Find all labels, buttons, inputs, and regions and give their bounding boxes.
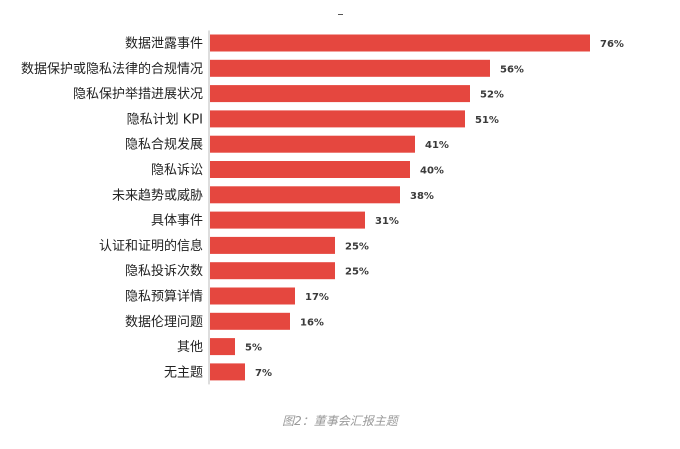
category-label: 隐私保护举措进展状况 — [73, 87, 203, 102]
bar — [210, 186, 400, 204]
category-label: 无主题 — [164, 365, 203, 380]
category-label: 隐私投诉次数 — [125, 263, 203, 279]
figure-caption: 图2：董事会汇报主题 — [282, 414, 398, 428]
bar — [210, 236, 335, 254]
bar — [210, 34, 590, 52]
category-label: 隐私诉讼 — [151, 163, 203, 178]
value-label: 5% — [245, 343, 262, 354]
category-label: 隐私计划 KPI — [127, 112, 203, 127]
value-label: 51% — [475, 115, 499, 126]
bar — [210, 85, 470, 103]
value-label: 56% — [500, 64, 524, 75]
category-label: 其他 — [177, 340, 203, 355]
bar — [210, 161, 410, 178]
category-label: 隐私预算详情 — [125, 290, 203, 305]
value-label: 31% — [375, 216, 399, 227]
category-label: 具体事件 — [151, 214, 203, 229]
value-label: 7% — [255, 368, 272, 379]
value-label: 25% — [345, 241, 369, 252]
bar — [210, 59, 490, 77]
top-dash-mark — [338, 14, 343, 15]
bar — [210, 211, 365, 229]
category-label: 未来趋势或威胁 — [112, 187, 203, 203]
value-label: 41% — [425, 140, 449, 151]
bar — [210, 262, 335, 280]
value-label: 17% — [305, 292, 329, 303]
value-label: 25% — [345, 267, 369, 278]
bar — [210, 135, 415, 153]
category-label: 数据泄露事件 — [125, 37, 203, 52]
category-label: 数据伦理问题 — [125, 315, 203, 330]
value-label: 40% — [420, 166, 444, 177]
category-label: 隐私合规发展 — [125, 137, 203, 153]
value-label: 16% — [300, 317, 324, 328]
bar — [210, 287, 295, 305]
bar — [210, 363, 245, 381]
value-label: 38% — [410, 191, 434, 202]
category-label: 认证和证明的信息 — [99, 238, 203, 254]
category-label: 数据保护或隐私法律的合规情况 — [21, 61, 203, 77]
bar — [210, 338, 235, 356]
value-label: 52% — [480, 90, 504, 101]
value-label: 76% — [600, 39, 624, 50]
bar — [210, 312, 290, 330]
bar — [210, 110, 465, 128]
